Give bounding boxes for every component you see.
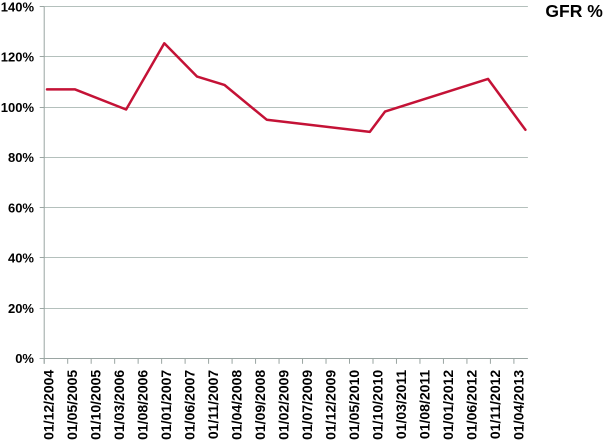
svg-text:20%: 20% [8,301,34,316]
svg-text:01/06/2012: 01/06/2012 [463,370,479,440]
svg-text:01/09/2008: 01/09/2008 [252,370,268,440]
svg-text:01/06/2007: 01/06/2007 [182,370,198,440]
svg-text:01/08/2006: 01/08/2006 [135,370,151,440]
svg-text:01/01/2007: 01/01/2007 [158,370,174,440]
svg-text:GFR %: GFR % [545,1,603,21]
svg-text:01/12/2009: 01/12/2009 [322,370,338,440]
svg-text:01/05/2010: 01/05/2010 [346,370,362,440]
svg-text:100%: 100% [1,100,35,115]
svg-text:140%: 140% [1,0,35,14]
svg-text:60%: 60% [8,200,34,215]
svg-text:0%: 0% [15,351,34,366]
svg-text:01/11/2012: 01/11/2012 [487,370,503,440]
svg-text:120%: 120% [1,50,35,65]
svg-text:01/01/2012: 01/01/2012 [440,370,456,440]
svg-text:01/12/2004: 01/12/2004 [41,370,57,440]
svg-text:01/04/2008: 01/04/2008 [228,370,244,440]
svg-text:01/07/2009: 01/07/2009 [299,370,315,440]
svg-text:01/10/2005: 01/10/2005 [88,370,104,440]
svg-text:01/03/2006: 01/03/2006 [111,370,127,440]
svg-text:01/08/2011: 01/08/2011 [416,370,432,440]
svg-text:01/05/2005: 01/05/2005 [64,370,80,440]
svg-text:80%: 80% [8,150,34,165]
svg-text:01/11/2007: 01/11/2007 [205,370,221,440]
svg-text:01/02/2009: 01/02/2009 [275,370,291,440]
svg-text:01/03/2011: 01/03/2011 [393,370,409,440]
svg-text:40%: 40% [8,251,34,266]
svg-text:01/10/2010: 01/10/2010 [369,370,385,440]
svg-text:01/04/2013: 01/04/2013 [510,370,526,440]
